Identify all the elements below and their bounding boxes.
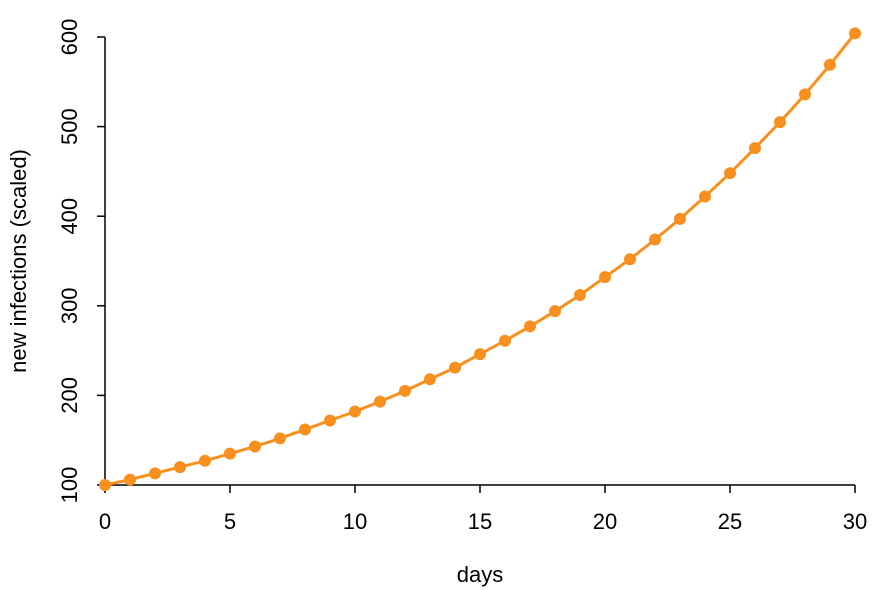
y-tick-label: 600	[57, 19, 82, 56]
x-tick-label: 5	[224, 509, 236, 534]
line	[104, 32, 857, 487]
y-tick-label: 500	[57, 108, 82, 145]
x-axis-label: days	[457, 562, 503, 587]
point	[699, 190, 711, 203]
point	[224, 447, 236, 460]
x-tick-label: 30	[843, 509, 867, 534]
point	[149, 467, 161, 480]
x-tick-label: 0	[99, 509, 111, 534]
point	[199, 454, 211, 467]
x-tick-label: 25	[718, 509, 742, 534]
y-tick-label: 400	[57, 198, 82, 235]
point	[774, 116, 786, 129]
point	[374, 395, 386, 408]
x-tick-label: 20	[593, 509, 617, 534]
point	[799, 88, 811, 101]
point	[524, 320, 536, 333]
point	[99, 479, 111, 491]
y-tick-label: 100	[57, 467, 82, 504]
point	[849, 27, 861, 40]
point	[449, 361, 461, 374]
point	[824, 58, 836, 71]
point	[474, 348, 486, 361]
y-axis-label: new infections (scaled)	[6, 149, 31, 373]
point	[424, 373, 436, 386]
point	[749, 142, 761, 155]
point	[349, 405, 361, 418]
point	[124, 473, 136, 486]
point	[724, 167, 736, 180]
point	[299, 423, 311, 436]
point	[274, 432, 286, 445]
x-tick-label: 10	[343, 509, 367, 534]
point	[599, 271, 611, 284]
point	[649, 233, 661, 246]
point	[174, 461, 186, 474]
point	[574, 289, 586, 302]
point	[324, 414, 336, 427]
point	[674, 212, 686, 225]
point	[499, 334, 511, 347]
y-tick-label: 300	[57, 287, 82, 324]
y-tick-label: 200	[57, 377, 82, 414]
point	[249, 440, 261, 453]
point	[624, 253, 636, 266]
point	[549, 305, 561, 318]
x-tick-label: 15	[468, 509, 492, 534]
point	[399, 384, 411, 397]
